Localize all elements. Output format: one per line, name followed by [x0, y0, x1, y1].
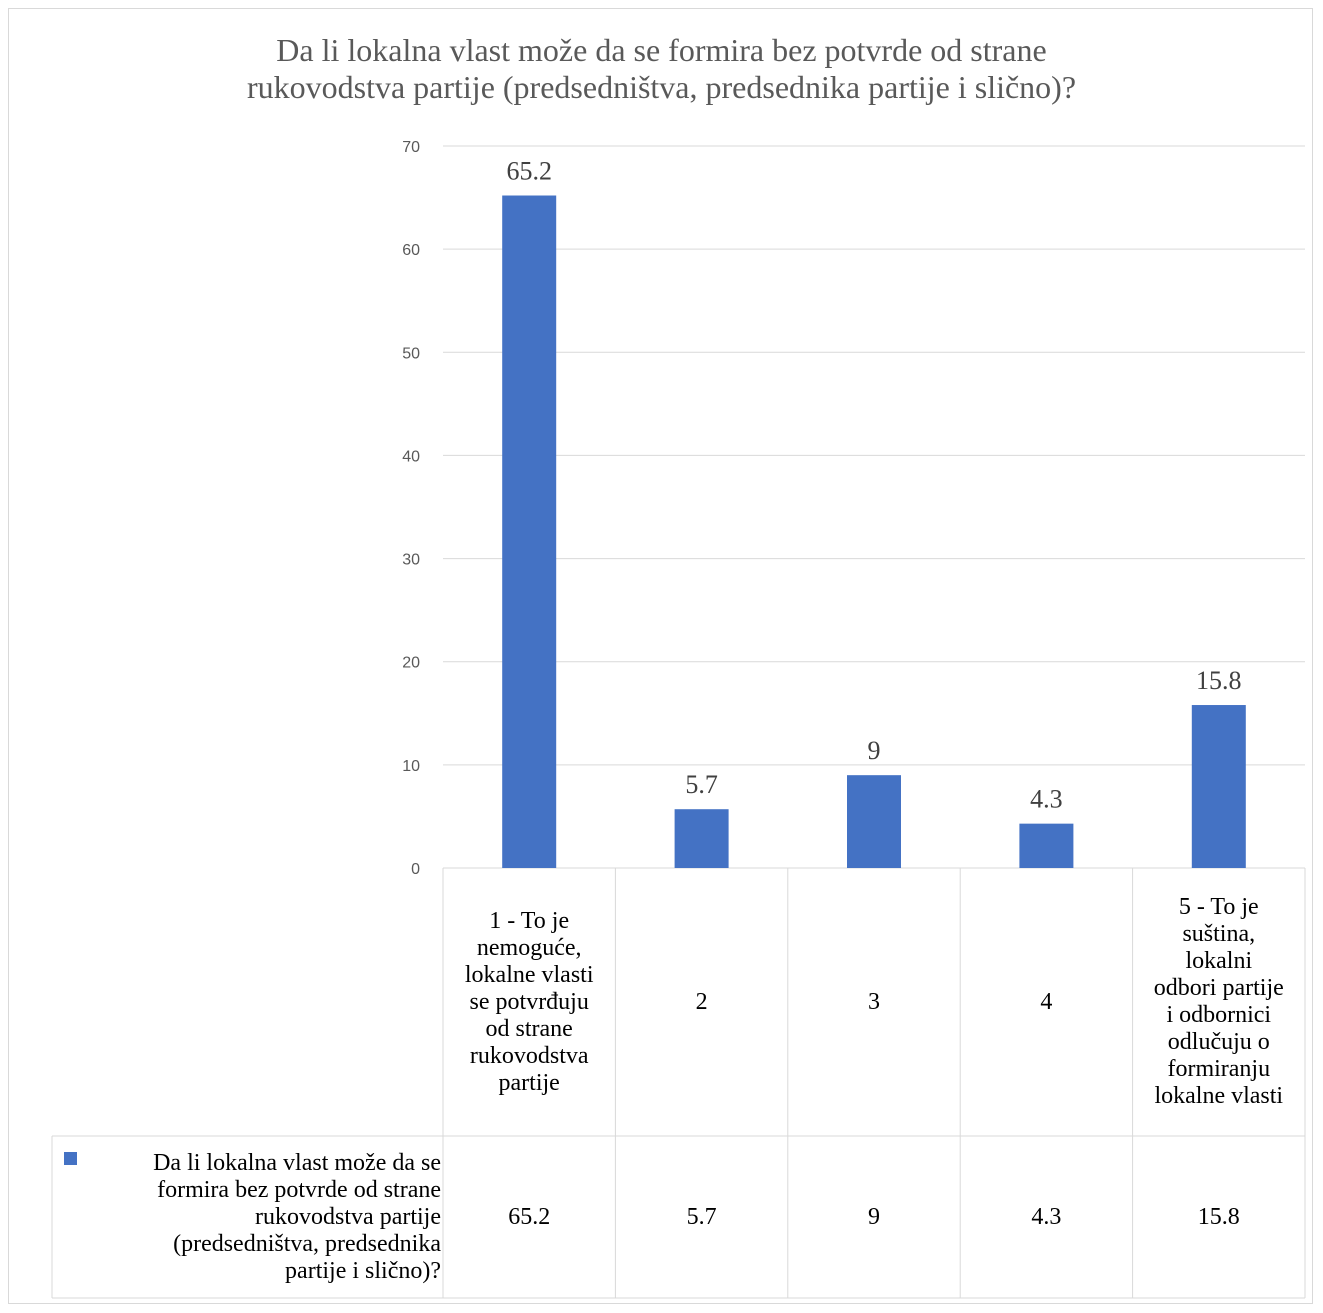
y-tick-label: 20: [402, 655, 420, 672]
bar: [1019, 823, 1074, 868]
y-tick-label: 40: [402, 448, 420, 465]
y-tick-label: 30: [402, 552, 420, 569]
data-label: 5.7: [685, 770, 718, 799]
y-tick-label: 70: [402, 139, 420, 156]
data-label: 65.2: [506, 157, 552, 186]
chart-title-line: Da li lokalna vlast može da se formira b…: [276, 32, 1047, 68]
data-label: 4.3: [1030, 785, 1063, 814]
data-label: 15.8: [1196, 666, 1242, 695]
chart-title: Da li lokalna vlast može da se formira b…: [0, 32, 1323, 106]
y-tick-label: 0: [411, 861, 420, 878]
y-tick-label: 60: [402, 242, 420, 259]
bar: [1191, 705, 1246, 868]
bar: [674, 809, 729, 868]
y-tick-label: 50: [402, 345, 420, 362]
chart-title-line: rukovodstva partije (predsedništva, pred…: [246, 69, 1077, 105]
y-tick-label: 10: [402, 758, 420, 775]
data-label: 9: [868, 736, 881, 765]
chart-frame: [8, 8, 1313, 1304]
bar: [502, 195, 557, 869]
bar: [847, 775, 901, 868]
